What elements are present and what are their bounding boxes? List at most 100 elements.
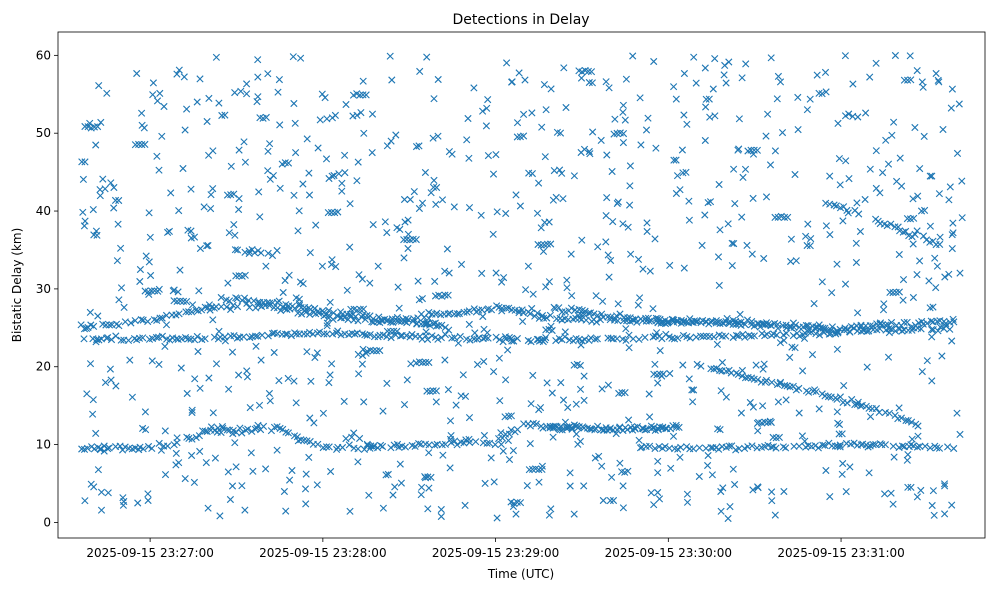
data-point	[345, 441, 353, 449]
x-tick-label: 2025-09-15 23:27:00	[86, 546, 213, 560]
data-point	[412, 236, 420, 244]
data-point	[748, 317, 756, 326]
data-point	[425, 449, 433, 457]
data-point	[480, 431, 488, 440]
data-point	[478, 269, 486, 277]
data-point	[636, 94, 644, 102]
data-point	[716, 426, 724, 434]
data-point	[622, 325, 630, 333]
data-point	[587, 68, 596, 76]
data-point	[561, 418, 569, 426]
data-point	[333, 445, 341, 453]
data-point	[303, 348, 311, 356]
data-point	[926, 304, 934, 312]
data-point	[383, 327, 391, 335]
data-point	[910, 442, 918, 450]
data-point	[279, 288, 287, 297]
data-point	[254, 332, 262, 340]
data-point	[162, 311, 171, 319]
data-point	[322, 155, 331, 163]
data-point	[950, 318, 958, 326]
data-point	[848, 395, 856, 404]
data-point	[734, 146, 742, 154]
data-point	[383, 142, 391, 150]
data-point	[570, 172, 578, 180]
data-point	[86, 360, 95, 368]
data-point	[771, 213, 779, 221]
data-point	[359, 77, 367, 85]
data-point	[683, 490, 691, 498]
data-point	[493, 514, 501, 522]
data-point	[607, 256, 615, 265]
data-point	[663, 319, 672, 327]
data-point	[736, 310, 744, 318]
data-point	[577, 148, 585, 157]
data-point	[403, 376, 411, 384]
data-point	[97, 506, 106, 514]
data-point	[772, 444, 780, 452]
data-point	[543, 379, 551, 387]
data-point	[164, 228, 172, 236]
data-point	[425, 308, 433, 317]
data-point	[792, 257, 800, 265]
data-point	[285, 302, 293, 310]
data-point	[754, 427, 762, 435]
data-point	[835, 430, 843, 438]
data-point	[461, 392, 470, 400]
data-point	[498, 307, 506, 315]
data-point	[144, 442, 153, 451]
data-point	[604, 313, 612, 321]
data-point	[914, 192, 922, 200]
data-point	[548, 326, 556, 335]
data-point	[508, 78, 516, 86]
data-point	[654, 469, 662, 477]
data-point	[430, 176, 438, 184]
data-point	[379, 407, 387, 415]
data-point	[437, 505, 445, 514]
data-point	[592, 425, 600, 433]
data-point	[699, 332, 707, 340]
data-point	[352, 312, 360, 321]
data-point	[240, 333, 248, 341]
data-point	[547, 505, 555, 513]
data-point	[782, 444, 790, 452]
data-point	[936, 233, 944, 241]
data-point	[632, 315, 640, 323]
data-point	[637, 141, 645, 149]
data-point	[418, 199, 427, 207]
data-point	[652, 144, 660, 152]
data-point	[264, 147, 272, 155]
data-point	[828, 289, 836, 297]
data-point	[252, 332, 260, 340]
data-point	[430, 95, 438, 103]
data-point	[477, 211, 485, 219]
data-point	[559, 396, 568, 404]
data-point	[495, 354, 503, 362]
data-point	[161, 427, 169, 435]
data-point	[154, 287, 162, 295]
data-point	[704, 199, 712, 207]
data-point	[161, 471, 170, 479]
data-point	[949, 229, 957, 237]
data-point	[762, 132, 770, 140]
data-point	[557, 379, 565, 387]
data-point	[89, 206, 97, 214]
data-point	[209, 316, 217, 324]
data-point	[930, 511, 938, 519]
data-point	[913, 271, 921, 279]
data-point	[692, 79, 700, 87]
data-point	[104, 334, 112, 342]
data-point	[842, 157, 850, 165]
data-point	[358, 330, 366, 338]
data-point	[479, 107, 487, 115]
data-point	[147, 287, 156, 295]
data-point	[834, 329, 842, 337]
data-point	[328, 256, 336, 264]
data-point	[752, 361, 760, 369]
data-point	[854, 398, 862, 406]
data-point	[833, 345, 841, 353]
data-point	[840, 382, 848, 390]
data-point	[668, 334, 676, 342]
data-point	[437, 512, 445, 521]
data-point	[241, 248, 249, 256]
